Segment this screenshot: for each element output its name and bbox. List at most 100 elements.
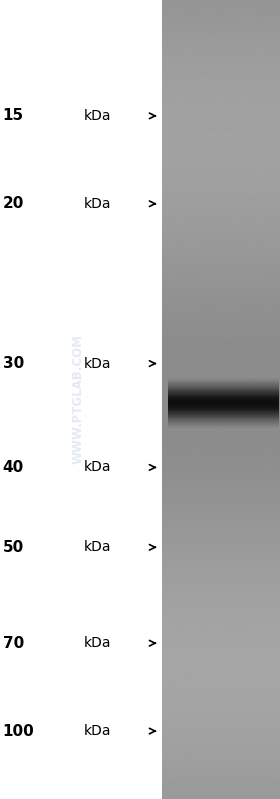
Bar (162, 372, 280, 374)
Bar (162, 761, 280, 763)
Text: WWW.PTGLAB.COM: WWW.PTGLAB.COM (72, 335, 85, 464)
Bar (162, 361, 280, 364)
Bar (162, 529, 280, 531)
Bar (162, 396, 280, 398)
Bar (162, 449, 280, 451)
Bar (162, 539, 280, 542)
Bar (162, 561, 280, 563)
Bar (162, 192, 280, 194)
Bar (162, 64, 280, 66)
Bar (162, 607, 280, 609)
Bar (168, 391, 279, 392)
Bar (162, 779, 280, 781)
Bar (162, 627, 280, 630)
Bar (162, 384, 280, 386)
Bar (162, 337, 280, 340)
Bar (162, 288, 280, 290)
Bar (162, 4, 280, 6)
Bar (162, 8, 280, 10)
Bar (162, 368, 280, 369)
Bar (162, 587, 280, 590)
Bar (162, 305, 280, 308)
Bar (162, 781, 280, 783)
Bar (162, 601, 280, 603)
Bar (162, 398, 280, 400)
Bar (162, 336, 280, 337)
Bar (168, 410, 279, 411)
Bar (162, 715, 280, 718)
Bar (162, 100, 280, 101)
Bar (162, 765, 280, 767)
Bar (162, 182, 280, 184)
Bar (162, 407, 280, 409)
Bar (162, 459, 280, 462)
Bar (162, 663, 280, 665)
Bar (162, 366, 280, 368)
Bar (162, 558, 280, 559)
Bar (168, 422, 279, 423)
Bar (162, 108, 280, 109)
Bar (162, 422, 280, 423)
Bar (162, 741, 280, 743)
Bar (162, 625, 280, 627)
Bar (162, 264, 280, 265)
Text: 70: 70 (3, 636, 24, 650)
Bar (168, 413, 279, 414)
Bar (162, 56, 280, 58)
Bar (162, 320, 280, 321)
Bar (162, 129, 280, 132)
Bar (162, 88, 280, 90)
Bar (162, 86, 280, 88)
Bar (162, 759, 280, 761)
Bar (162, 388, 280, 390)
Bar (162, 711, 280, 713)
Bar (162, 465, 280, 467)
Bar (162, 80, 280, 82)
Bar (162, 411, 280, 414)
Bar (162, 16, 280, 18)
Bar (162, 615, 280, 617)
Bar (162, 749, 280, 751)
Bar (162, 268, 280, 270)
Bar (162, 44, 280, 46)
Bar (168, 396, 279, 397)
Bar (168, 420, 279, 421)
Bar (162, 117, 280, 120)
Bar (162, 308, 280, 309)
Bar (162, 414, 280, 415)
Bar (168, 419, 279, 420)
Bar (162, 683, 280, 686)
Bar (162, 502, 280, 503)
Bar (162, 10, 280, 12)
Bar (162, 493, 280, 495)
Bar (168, 392, 279, 393)
Bar (162, 233, 280, 236)
Bar (162, 353, 280, 356)
Bar (162, 526, 280, 527)
Bar (162, 220, 280, 221)
Bar (162, 296, 280, 298)
Bar (162, 511, 280, 514)
Bar (162, 260, 280, 262)
Bar (162, 671, 280, 673)
Bar (162, 208, 280, 209)
Bar (162, 534, 280, 535)
Text: 50: 50 (3, 540, 24, 555)
Bar (162, 132, 280, 133)
Bar (162, 487, 280, 489)
Bar (162, 276, 280, 278)
Bar (162, 514, 280, 515)
Bar (162, 160, 280, 161)
Bar (162, 550, 280, 551)
Bar (162, 180, 280, 182)
Bar (162, 665, 280, 667)
Bar (162, 702, 280, 703)
Bar (162, 52, 280, 54)
Bar (162, 50, 280, 52)
Bar (162, 342, 280, 344)
Bar (162, 252, 280, 254)
Bar (162, 324, 280, 326)
Bar (162, 527, 280, 529)
Bar (162, 32, 280, 34)
Bar (162, 721, 280, 723)
